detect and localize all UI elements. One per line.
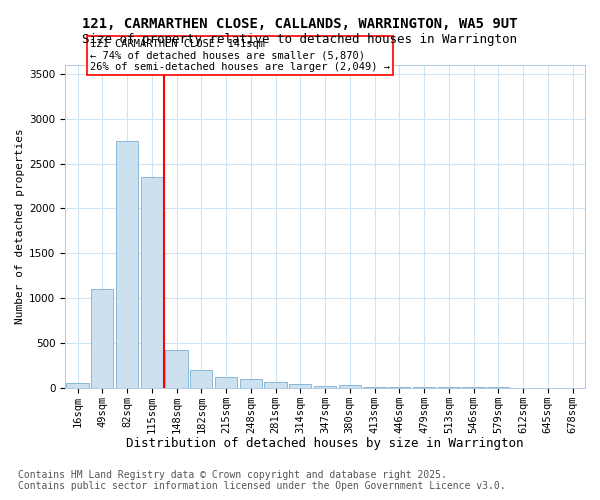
Text: 121 CARMARTHEN CLOSE: 141sqm
← 74% of detached houses are smaller (5,870)
26% of: 121 CARMARTHEN CLOSE: 141sqm ← 74% of de… bbox=[90, 39, 390, 72]
Bar bbox=[364, 387, 386, 388]
Bar bbox=[265, 382, 287, 388]
Bar bbox=[67, 383, 89, 388]
Bar bbox=[116, 141, 138, 388]
Text: Contains HM Land Registry data © Crown copyright and database right 2025.: Contains HM Land Registry data © Crown c… bbox=[18, 470, 447, 480]
Bar bbox=[91, 289, 113, 388]
Bar bbox=[215, 377, 237, 388]
Bar bbox=[289, 384, 311, 388]
Bar bbox=[166, 350, 188, 388]
Y-axis label: Number of detached properties: Number of detached properties bbox=[15, 128, 25, 324]
X-axis label: Distribution of detached houses by size in Warrington: Distribution of detached houses by size … bbox=[127, 437, 524, 450]
Bar bbox=[239, 378, 262, 388]
Text: Contains public sector information licensed under the Open Government Licence v3: Contains public sector information licen… bbox=[18, 481, 506, 491]
Bar bbox=[140, 177, 163, 388]
Bar bbox=[190, 370, 212, 388]
Bar bbox=[388, 387, 410, 388]
Text: Size of property relative to detached houses in Warrington: Size of property relative to detached ho… bbox=[83, 32, 517, 46]
Bar bbox=[338, 385, 361, 388]
Text: 121, CARMARTHEN CLOSE, CALLANDS, WARRINGTON, WA5 9UT: 121, CARMARTHEN CLOSE, CALLANDS, WARRING… bbox=[82, 18, 518, 32]
Bar bbox=[314, 386, 336, 388]
